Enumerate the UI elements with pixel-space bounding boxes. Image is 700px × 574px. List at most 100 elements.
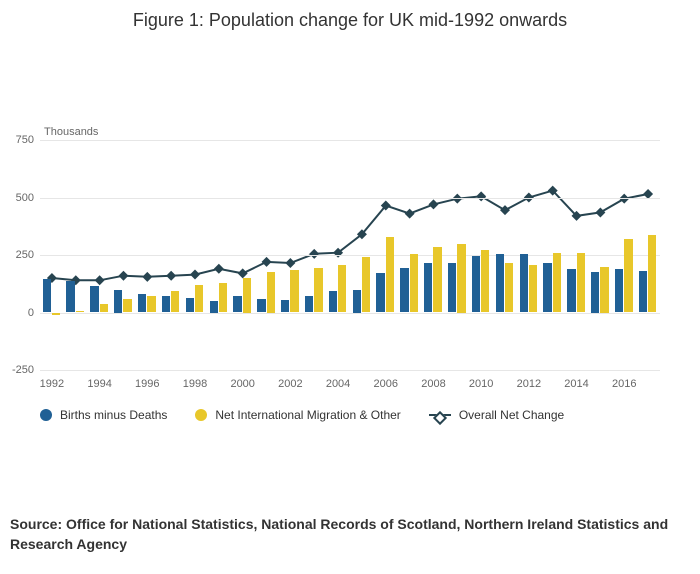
y-tick-label: -250 [0, 364, 34, 376]
x-tick-label: 2004 [326, 378, 350, 390]
legend-item: Births minus Deaths [40, 408, 167, 422]
bar-births_minus_deaths [233, 296, 241, 312]
x-tick-label: 2012 [517, 378, 541, 390]
bar-births_minus_deaths [376, 273, 384, 312]
line-marker [238, 268, 248, 278]
x-tick-label: 1998 [183, 378, 207, 390]
bar-births_minus_deaths [424, 263, 432, 312]
legend-label: Net International Migration & Other [215, 408, 400, 422]
bar-births_minus_deaths [567, 269, 575, 313]
line-marker [595, 207, 605, 217]
line-marker [405, 209, 415, 219]
bar-net_migration_other [219, 283, 227, 313]
chart-plot-area: Thousands -25002505007501992199419961998… [40, 140, 660, 370]
y-tick-label: 250 [0, 249, 34, 261]
gridline [40, 313, 660, 314]
bar-net_migration_other [195, 285, 203, 313]
x-tick-label: 2016 [612, 378, 636, 390]
line-marker [118, 271, 128, 281]
line-marker [309, 249, 319, 259]
bar-net_migration_other [529, 265, 537, 312]
x-tick-label: 2002 [278, 378, 302, 390]
bar-births_minus_deaths [210, 301, 218, 313]
bar-net_migration_other [481, 250, 489, 312]
x-tick-label: 2006 [374, 378, 398, 390]
bar-net_migration_other [76, 311, 84, 312]
bar-births_minus_deaths [162, 296, 170, 312]
x-tick-label: 2000 [230, 378, 254, 390]
bar-births_minus_deaths [639, 271, 647, 312]
bar-births_minus_deaths [186, 298, 194, 313]
bar-births_minus_deaths [305, 296, 313, 312]
bar-net_migration_other [553, 253, 561, 313]
bar-net_migration_other [100, 304, 108, 312]
line-marker [285, 258, 295, 268]
chart-title: Figure 1: Population change for UK mid-1… [0, 0, 700, 31]
bar-births_minus_deaths [138, 294, 146, 312]
bar-net_migration_other [577, 253, 585, 313]
bar-births_minus_deaths [281, 300, 289, 313]
bar-net_migration_other [362, 257, 370, 312]
x-tick-label: 1996 [135, 378, 159, 390]
bar-net_migration_other [433, 247, 441, 313]
bar-births_minus_deaths [615, 269, 623, 313]
bar-net_migration_other [648, 235, 656, 312]
x-tick-label: 2014 [564, 378, 588, 390]
bar-births_minus_deaths [520, 254, 528, 313]
bar-net_migration_other [410, 254, 418, 313]
line-marker [142, 272, 152, 282]
legend-swatch [195, 409, 207, 421]
y-tick-label: 500 [0, 192, 34, 204]
line-marker [428, 199, 438, 209]
bar-births_minus_deaths [448, 263, 456, 312]
bar-births_minus_deaths [66, 281, 74, 312]
bar-births_minus_deaths [90, 286, 98, 312]
x-tick-label: 1994 [87, 378, 111, 390]
source-attribution: Source: Office for National Statistics, … [10, 515, 690, 554]
legend-label: Overall Net Change [459, 408, 564, 422]
line-marker [262, 257, 272, 267]
bar-net_migration_other [338, 265, 346, 312]
line-marker [500, 205, 510, 215]
legend-label: Births minus Deaths [60, 408, 167, 422]
bar-net_migration_other [267, 272, 275, 312]
gridline [40, 198, 660, 199]
bar-net_migration_other [600, 267, 608, 313]
bar-net_migration_other [52, 313, 60, 315]
bar-net_migration_other [457, 244, 465, 313]
bar-births_minus_deaths [353, 290, 361, 313]
bar-net_migration_other [314, 268, 322, 313]
line-marker [166, 271, 176, 281]
bar-net_migration_other [624, 239, 632, 313]
line-marker [190, 270, 200, 280]
bar-births_minus_deaths [257, 299, 265, 313]
bar-net_migration_other [147, 296, 155, 312]
chart-legend: Births minus Deaths Net International Mig… [40, 408, 660, 422]
legend-item: Net International Migration & Other [195, 408, 400, 422]
bar-net_migration_other [123, 299, 131, 313]
bar-births_minus_deaths [400, 268, 408, 313]
y-tick-label: 0 [0, 307, 34, 319]
bar-births_minus_deaths [329, 291, 337, 313]
x-tick-label: 1992 [40, 378, 64, 390]
bar-births_minus_deaths [114, 290, 122, 313]
line-marker [619, 194, 629, 204]
legend-item: Overall Net Change [429, 408, 564, 422]
line-marker [452, 194, 462, 204]
legend-swatch [40, 409, 52, 421]
bar-births_minus_deaths [472, 256, 480, 312]
gridline [40, 140, 660, 141]
gridline [40, 255, 660, 256]
bar-births_minus_deaths [43, 279, 51, 312]
bar-net_migration_other [290, 270, 298, 313]
line-marker [476, 191, 486, 201]
line-marker [95, 275, 105, 285]
x-tick-label: 2010 [469, 378, 493, 390]
bar-net_migration_other [171, 291, 179, 313]
bar-net_migration_other [243, 278, 251, 313]
bar-net_migration_other [386, 237, 394, 313]
bar-births_minus_deaths [496, 254, 504, 313]
line-marker [214, 264, 224, 274]
legend-line-icon [429, 414, 451, 416]
bar-births_minus_deaths [591, 272, 599, 312]
